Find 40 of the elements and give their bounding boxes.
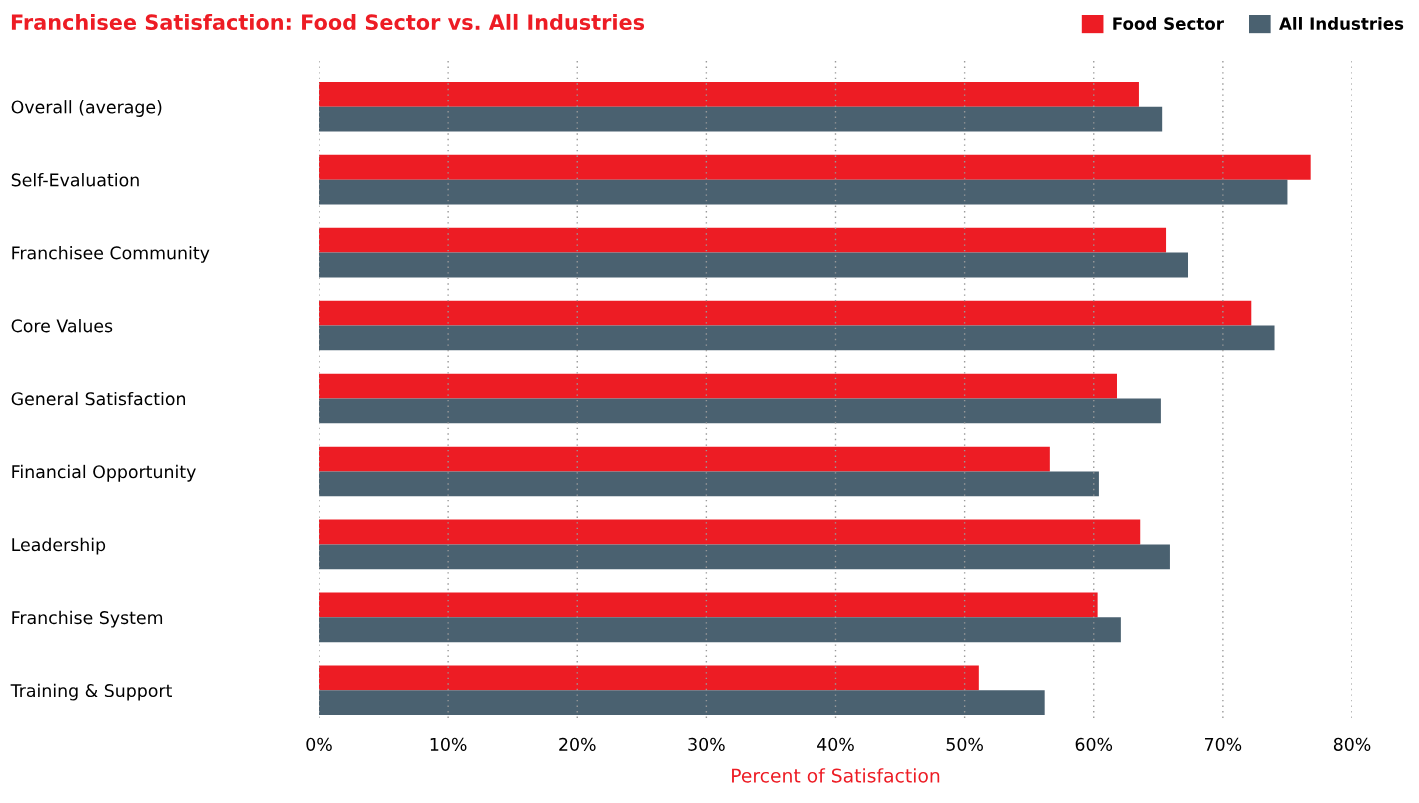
- y-tick-label: Leadership: [12, 537, 106, 555]
- chart-title: Franchisee Satisfaction: Food Sector vs. All Industries: [11, 13, 645, 31]
- bar: [319, 227, 1167, 253]
- bar: [319, 519, 1141, 545]
- y-tick-label: Self-Evaluation: [11, 173, 139, 187]
- bar: [319, 665, 979, 691]
- bar: [319, 106, 1163, 132]
- bar: [319, 446, 1050, 472]
- y-tick-label: Training & Support: [10, 683, 172, 701]
- x-tick-label: 20%: [559, 737, 596, 751]
- x-tick-label: 60%: [1075, 737, 1113, 751]
- x-tick-label: 0%: [306, 737, 332, 751]
- bar: [319, 252, 1189, 278]
- x-tick-label: 10%: [430, 737, 467, 751]
- y-tick-label: Financial Opportunity: [12, 464, 196, 482]
- legend-label: All Industries: [1279, 17, 1404, 30]
- y-tick-label: Franchisee Community: [12, 245, 210, 263]
- bar: [319, 325, 1275, 351]
- y-tick-label: Core Values: [11, 318, 113, 333]
- bar: [319, 179, 1288, 205]
- x-axis-title: Percent of Satisfaction: [732, 768, 940, 783]
- legend-label: Food Sector: [1113, 17, 1224, 30]
- x-tick-label: 30%: [688, 737, 725, 751]
- bar: [319, 154, 1311, 180]
- y-tick-label: Franchise System: [12, 610, 163, 628]
- bar: [319, 398, 1161, 424]
- bar: [319, 471, 1099, 497]
- y-tick-label: Overall (average): [11, 100, 162, 117]
- bar: [319, 617, 1121, 643]
- bar: [319, 690, 1045, 716]
- y-tick-label: General Satisfaction: [11, 391, 186, 406]
- x-tick-label: 80%: [1333, 737, 1371, 751]
- bar: [319, 81, 1139, 107]
- bar: [319, 544, 1170, 570]
- bar: [319, 592, 1098, 618]
- x-tick-label: 50%: [946, 737, 983, 751]
- bar: [319, 300, 1252, 326]
- bar: [319, 373, 1117, 399]
- x-tick-label: 70%: [1205, 737, 1242, 751]
- x-tick-label: 40%: [817, 737, 854, 751]
